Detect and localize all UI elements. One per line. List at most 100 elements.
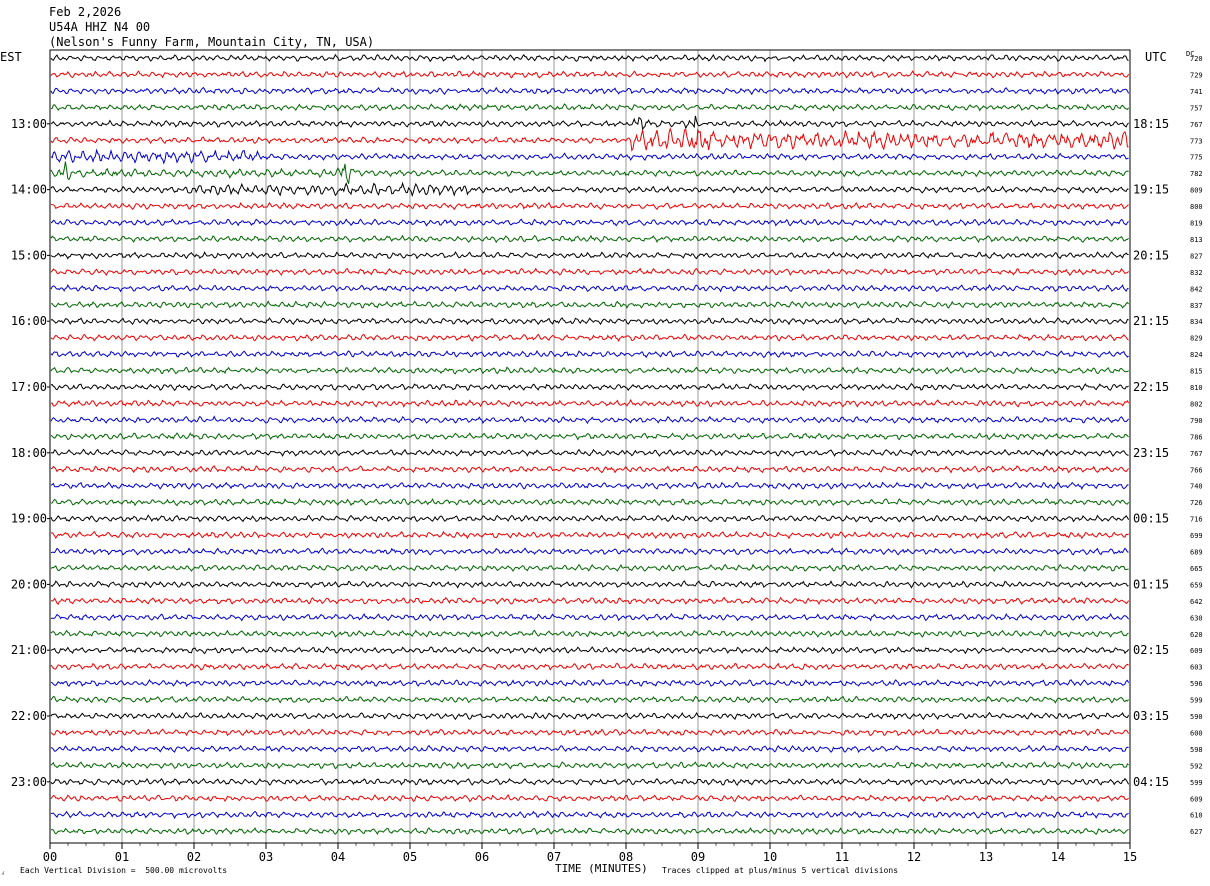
right-hour-label: 20:15 — [1133, 248, 1169, 262]
trace-line — [50, 161, 1129, 184]
trace-line — [50, 612, 1129, 622]
seismogram-traces — [50, 53, 1130, 836]
plot-labels: 00 01 02 03 04 05 06 07 08 09 10 11 12 13 14 15 720 729 74… — [11, 55, 1203, 864]
dc-offset-label: 590 — [1190, 713, 1203, 721]
trace-line — [50, 103, 1129, 112]
trace-line — [50, 350, 1129, 359]
left-hour-label: 14:00 — [11, 183, 47, 197]
trace-line — [50, 53, 1129, 63]
dc-offset-label: 819 — [1190, 220, 1203, 228]
trace-line — [50, 267, 1129, 277]
dc-offset-label: 716 — [1190, 516, 1203, 524]
trace-line — [50, 530, 1129, 540]
trace-line — [50, 201, 1129, 211]
right-hour-label: 00:15 — [1133, 512, 1169, 526]
dc-offset-label: 620 — [1190, 631, 1203, 639]
trace-line — [50, 728, 1130, 737]
right-hour-label: 04:15 — [1133, 775, 1169, 789]
dc-offset-label: 767 — [1190, 121, 1203, 129]
left-timezone-label: EST — [0, 50, 22, 64]
header-location: (Nelson's Funny Farm, Mountain City, TN,… — [49, 35, 375, 49]
dc-offset-label: 827 — [1190, 252, 1203, 260]
trace-line — [50, 794, 1129, 803]
trace-line — [50, 366, 1129, 375]
left-hour-label: 15:00 — [11, 248, 47, 262]
x-tick-label: 14 — [1051, 850, 1065, 864]
trace-line — [50, 497, 1130, 507]
trace-line — [50, 399, 1130, 408]
dc-label: DC — [1186, 50, 1195, 58]
trace-line — [50, 777, 1130, 786]
trace-line — [50, 646, 1130, 655]
left-hour-label: 17:00 — [11, 380, 47, 394]
trace-line — [50, 86, 1130, 96]
right-hour-label: 22:15 — [1133, 380, 1169, 394]
dc-offset-label: 592 — [1190, 762, 1203, 770]
dc-offset-label: 596 — [1190, 680, 1203, 688]
trace-line — [50, 662, 1129, 671]
left-hour-label: 19:00 — [11, 512, 47, 526]
x-tick-label: 15 — [1123, 850, 1137, 864]
dc-offset-label: 741 — [1190, 88, 1203, 96]
dc-offset-label: 837 — [1190, 302, 1203, 310]
x-tick-label: 10 — [763, 850, 777, 864]
left-hour-label: 21:00 — [11, 643, 47, 657]
right-timezone-label: UTC — [1145, 50, 1167, 64]
clip-note: Traces clipped at plus/minus 5 vertical … — [662, 866, 899, 875]
trace-line — [50, 629, 1129, 638]
dc-offset-label: 782 — [1190, 170, 1203, 178]
left-hour-label: 23:00 — [11, 775, 47, 789]
right-hour-label: 02:15 — [1133, 643, 1169, 657]
trace-line — [50, 481, 1129, 490]
trace-line — [50, 678, 1130, 688]
left-hour-label: 16:00 — [11, 314, 47, 328]
dc-offset-label: 790 — [1190, 417, 1203, 425]
trace-line — [50, 218, 1129, 227]
dc-offset-label: 802 — [1190, 400, 1203, 408]
dc-offset-label: 659 — [1190, 581, 1203, 589]
dc-offset-label: 824 — [1190, 351, 1203, 359]
trace-line — [50, 514, 1130, 523]
footer-marker: ⁁ — [2, 866, 4, 875]
x-tick-label: 05 — [403, 850, 417, 864]
right-hour-label: 01:15 — [1133, 577, 1169, 591]
trace-line — [50, 70, 1130, 79]
x-tick-label: 12 — [907, 850, 921, 864]
trace-line — [50, 283, 1129, 293]
x-tick-label: 00 — [43, 850, 57, 864]
dc-offset-label: 757 — [1190, 104, 1203, 112]
dc-offset-label: 627 — [1190, 828, 1203, 836]
right-hour-label: 03:15 — [1133, 709, 1169, 723]
dc-offset-label: 832 — [1190, 269, 1203, 277]
plot-grid — [121, 50, 1059, 843]
dc-offset-label: 609 — [1190, 795, 1203, 803]
header-station: U54A HHZ N4 00 — [49, 20, 151, 34]
dc-offset-label: 842 — [1190, 285, 1203, 293]
dc-offset-label: 630 — [1190, 614, 1203, 622]
dc-offset-label: 800 — [1190, 203, 1203, 211]
x-tick-label: 13 — [979, 850, 993, 864]
dc-offset-label: 600 — [1190, 729, 1203, 737]
scale-note: Each Vertical Division = 500.00 microvol… — [20, 866, 228, 875]
trace-line — [50, 382, 1129, 392]
x-tick-label: 03 — [259, 850, 273, 864]
dc-offset-label: 829 — [1190, 335, 1203, 343]
trace-line — [50, 580, 1129, 589]
dc-offset-label: 609 — [1190, 647, 1203, 655]
trace-line — [50, 465, 1129, 474]
dc-offset-label: 773 — [1190, 137, 1203, 145]
trace-line — [50, 695, 1129, 704]
dc-offset-label: 689 — [1190, 549, 1203, 557]
dc-offset-label: 786 — [1190, 433, 1203, 441]
dc-offset-label: 740 — [1190, 483, 1203, 491]
dc-offset-label: 766 — [1190, 466, 1203, 474]
right-hour-label: 19:15 — [1133, 183, 1169, 197]
plot-axes — [47, 49, 1131, 849]
trace-line — [50, 115, 1129, 131]
left-hour-label: 18:00 — [11, 446, 47, 460]
dc-offset-label: 729 — [1190, 71, 1203, 79]
trace-line — [50, 333, 1129, 342]
x-tick-label: 06 — [475, 850, 489, 864]
dc-offset-label: 809 — [1190, 187, 1203, 195]
x-tick-label: 08 — [619, 850, 633, 864]
